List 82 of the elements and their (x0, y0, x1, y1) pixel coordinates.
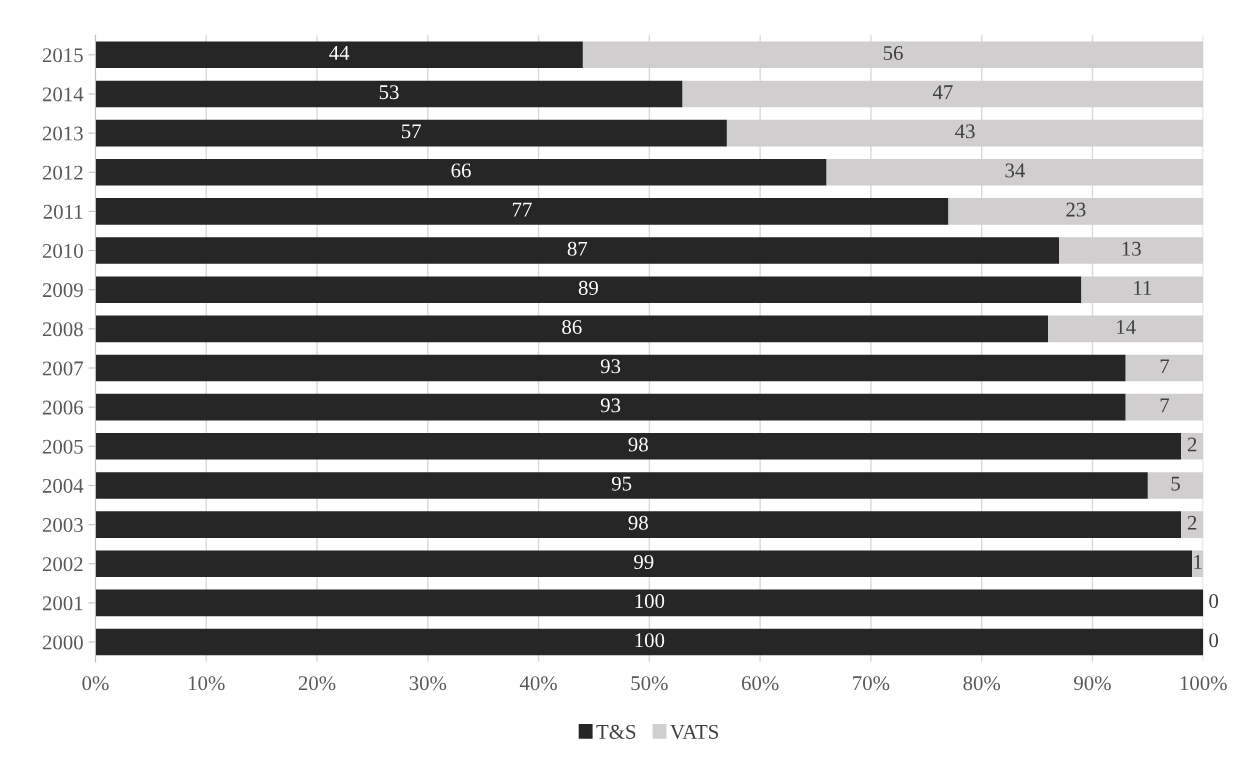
data-label: 98 (628, 515, 648, 530)
data-label: 5 (1171, 476, 1180, 491)
data-label: 2 (1187, 437, 1197, 452)
data-label: 57 (401, 124, 421, 139)
data-label: 100 (635, 633, 665, 648)
bar (1181, 433, 1204, 460)
data-label: 95 (611, 476, 632, 491)
bar (95, 628, 1204, 656)
bar (95, 472, 1148, 499)
data-label: 47 (932, 85, 953, 99)
data-label: 77 (512, 202, 532, 217)
legend-label: T&S (596, 724, 636, 739)
y-tick-label: 2005 (42, 439, 83, 454)
data-label: 100 (635, 594, 665, 609)
y-tick-label: 2002 (42, 557, 83, 572)
bar (1125, 393, 1204, 421)
data-label: 93 (600, 359, 621, 374)
bar (1147, 472, 1204, 499)
data-label: 14 (1117, 320, 1136, 334)
data-label: 93 (600, 398, 621, 413)
data-label: 7 (1160, 359, 1170, 374)
y-tick-label: 2015 (42, 48, 83, 63)
data-label: 43 (955, 124, 975, 139)
x-tick-label: 0% (82, 676, 109, 691)
data-label: 86 (562, 320, 582, 335)
bar (95, 354, 1126, 382)
y-tick-label: 2000 (42, 635, 83, 650)
data-label: 87 (567, 241, 588, 256)
x-tick-label: 60% (741, 676, 779, 691)
x-tick-label: 70% (853, 676, 890, 691)
x-tick-label: 90% (1074, 676, 1111, 691)
y-tick-label: 2003 (42, 517, 83, 533)
bar (95, 589, 1204, 617)
data-label: 98 (628, 437, 648, 452)
y-tick-label: 2004 (42, 478, 84, 493)
data-label: 7 (1160, 398, 1170, 413)
y-tick-label: 2010 (42, 243, 83, 258)
bar (95, 237, 1060, 264)
y-tick-label: 2006 (42, 400, 84, 415)
bar (95, 393, 1126, 421)
bar (95, 80, 683, 108)
x-tick-label: 40% (519, 676, 557, 691)
bar (95, 198, 949, 225)
x-tick-label: 20% (298, 676, 336, 691)
x-tick-label: 80% (963, 676, 1001, 691)
data-label: 2 (1187, 515, 1197, 530)
x-tick-label: 50% (631, 676, 668, 691)
data-label: 13 (1122, 241, 1141, 256)
x-tick-label: 100% (1180, 676, 1227, 691)
data-label: 44 (329, 46, 350, 60)
y-tick-label: 2001 (42, 596, 83, 611)
bar (95, 550, 1193, 578)
data-label: 99 (634, 554, 654, 569)
y-tick-label: 2013 (42, 126, 83, 141)
data-label: 34 (1005, 163, 1026, 178)
bar (95, 315, 1049, 343)
data-label: 53 (379, 85, 399, 100)
bar (95, 511, 1182, 538)
bar (95, 276, 1082, 304)
data-label: 23 (1066, 202, 1086, 217)
data-label: 11 (1134, 280, 1152, 295)
bar (95, 158, 827, 186)
bar (95, 119, 727, 147)
x-tick-label: 10% (188, 676, 225, 691)
data-label: 1 (1194, 555, 1202, 569)
bar (1125, 354, 1204, 382)
y-tick-label: 2012 (42, 165, 83, 180)
data-label: 66 (451, 163, 471, 178)
y-tick-label: 2009 (42, 283, 83, 298)
bar (95, 433, 1182, 460)
bar (1181, 511, 1204, 538)
data-label: 56 (883, 46, 903, 61)
bar (95, 41, 583, 69)
y-tick-label: 2014 (42, 87, 84, 102)
legend-label: VATS (670, 724, 719, 740)
data-label: 89 (578, 280, 598, 295)
y-tick-label: 2011 (43, 204, 83, 219)
x-tick-label: 30% (409, 676, 447, 691)
data-label: 0 (1209, 633, 1219, 648)
data-label: 0 (1209, 594, 1219, 609)
y-tick-label: 2008 (42, 322, 83, 337)
y-tick-label: 2007 (42, 361, 84, 376)
